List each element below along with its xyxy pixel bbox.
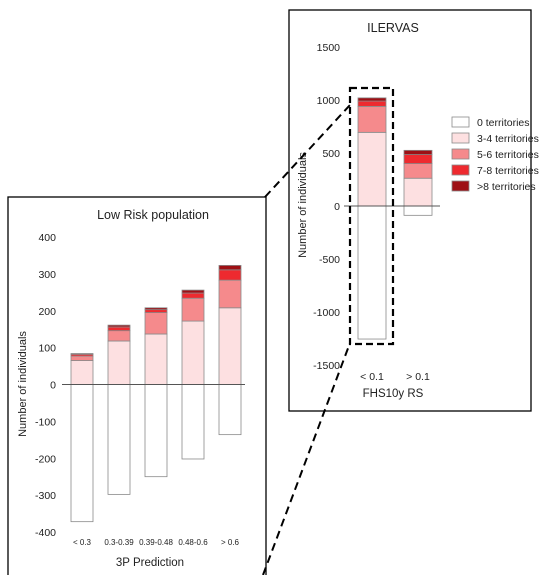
ilervas-title: ILERVAS: [367, 21, 419, 35]
lowrisk-bar-segment: [181, 320, 205, 385]
ilervas-bar-segment: [403, 149, 433, 155]
panel-low-risk: Low Risk population 400 300 200 100 0 -100 -20…: [7, 196, 267, 575]
legend: 0 territories 3-4 territories 5-6 territor…: [451, 116, 539, 193]
ilervas-y-tick-label: -1500: [313, 360, 340, 372]
ilervas-y-axis: 1500 1000 500 0 -500 -1000 -1500: [313, 42, 340, 372]
ilervas-bar-segment: [357, 205, 387, 340]
lowrisk-bar-segment: [218, 384, 242, 436]
legend-swatch: [451, 116, 470, 128]
legend-label: 3-4 territories: [477, 133, 539, 145]
lowrisk-x-label: 3P Prediction: [116, 557, 184, 569]
lowrisk-bar-segment: [218, 307, 242, 385]
lowrisk-bar-segment: [70, 360, 94, 385]
panel-low-risk-frame: [7, 196, 267, 575]
highlight-box: [348, 86, 395, 346]
legend-label: >8 territories: [477, 181, 536, 193]
ilervas-bar-segment: [403, 154, 433, 164]
lowrisk-bars: [70, 264, 242, 523]
legend-swatch: [451, 164, 470, 176]
ilervas-x-label: FHS10y RS: [363, 388, 424, 400]
lowrisk-x-tick-label: 0.48-0.6: [178, 538, 208, 547]
ilervas-bar-segment: [357, 97, 387, 102]
lowrisk-bar-segment: [107, 324, 131, 328]
lowrisk-y-tick-label: 0: [50, 380, 56, 392]
lowrisk-bar-segment: [70, 384, 94, 523]
lowrisk-y-label: Number of individuals: [17, 331, 29, 437]
lowrisk-bar-segment: [107, 384, 131, 495]
lowrisk-x-axis: < 0.3 0.3-0.39 0.39-0.48 0.48-0.6 > 0.6: [73, 538, 240, 547]
legend-swatch: [451, 180, 470, 192]
legend-label: 5-6 territories: [477, 149, 539, 161]
ilervas-y-tick-label: 500: [322, 148, 340, 160]
lowrisk-bar-segment: [181, 289, 205, 294]
ilervas-y-tick-label: 1500: [317, 42, 341, 54]
lowrisk-bar-segment: [144, 312, 168, 335]
lowrisk-x-tick-label: > 0.6: [221, 538, 240, 547]
ilervas-bars: [357, 97, 433, 340]
legend-swatch: [451, 148, 470, 160]
lowrisk-y-tick-label: 200: [38, 306, 56, 318]
ilervas-bar-segment: [403, 205, 433, 216]
ilervas-y-tick-label: 1000: [317, 95, 341, 107]
lowrisk-bar-segment: [144, 309, 168, 313]
lowrisk-y-tick-label: -200: [35, 453, 56, 465]
ilervas-bar-segment: [403, 163, 433, 179]
lowrisk-bar-segment: [107, 340, 131, 385]
lowrisk-title: Low Risk population: [97, 208, 209, 222]
lowrisk-x-tick-label: < 0.3: [73, 538, 92, 547]
lowrisk-x-tick-label: 0.39-0.48: [139, 538, 173, 547]
lowrisk-bar-segment: [107, 330, 131, 342]
ilervas-y-tick-label: 0: [334, 201, 340, 213]
legend-label: 7-8 territories: [477, 165, 539, 177]
lowrisk-bar-segment: [218, 269, 242, 281]
lowrisk-y-axis: 400 300 200 100 0 -100 -200 -300 -400: [35, 232, 56, 539]
lowrisk-bar-segment: [144, 307, 168, 311]
lowrisk-y-tick-label: 300: [38, 269, 56, 281]
ilervas-x-axis: < 0.1 > 0.1: [360, 371, 430, 383]
ilervas-y-tick-label: -500: [319, 254, 340, 266]
zoom-connector-top: [264, 104, 351, 198]
ilervas-bar-segment: [357, 131, 387, 207]
lowrisk-y-tick-label: -300: [35, 490, 56, 502]
legend-swatch: [451, 132, 470, 144]
lowrisk-bar-segment: [181, 292, 205, 299]
lowrisk-bar-segment: [144, 384, 168, 478]
panel-ilervas: ILERVAS 1500 1000 500 0 -500 -1000 -1500 < 0.1…: [288, 9, 539, 412]
zoom-connector-bottom: [262, 342, 351, 575]
lowrisk-bar-segment: [218, 264, 242, 271]
lowrisk-bar-segment: [218, 279, 242, 309]
lowrisk-y-tick-label: -400: [35, 527, 56, 539]
lowrisk-bar-segment: [70, 353, 94, 355]
ilervas-y-tick-label: -1000: [313, 307, 340, 319]
lowrisk-bar-segment: [181, 297, 205, 322]
lowrisk-bar-segment: [181, 384, 205, 460]
lowrisk-y-tick-label: -100: [35, 416, 56, 428]
ilervas-y-label: Number of individuals: [297, 152, 309, 258]
lowrisk-bar-segment: [144, 333, 168, 385]
ilervas-x-tick-label: < 0.1: [360, 371, 384, 383]
ilervas-bar-segment: [357, 100, 387, 107]
lowrisk-bar-segment: [70, 355, 94, 361]
lowrisk-bar-segment: [107, 326, 131, 332]
legend-label: 0 territories: [477, 117, 530, 129]
ilervas-x-tick-label: > 0.1: [406, 371, 430, 383]
lowrisk-y-tick-label: 100: [38, 343, 56, 355]
ilervas-bar-segment: [357, 105, 387, 133]
ilervas-bar-segment: [403, 177, 433, 207]
lowrisk-y-tick-label: 400: [38, 232, 56, 244]
lowrisk-x-tick-label: 0.3-0.39: [104, 538, 134, 547]
